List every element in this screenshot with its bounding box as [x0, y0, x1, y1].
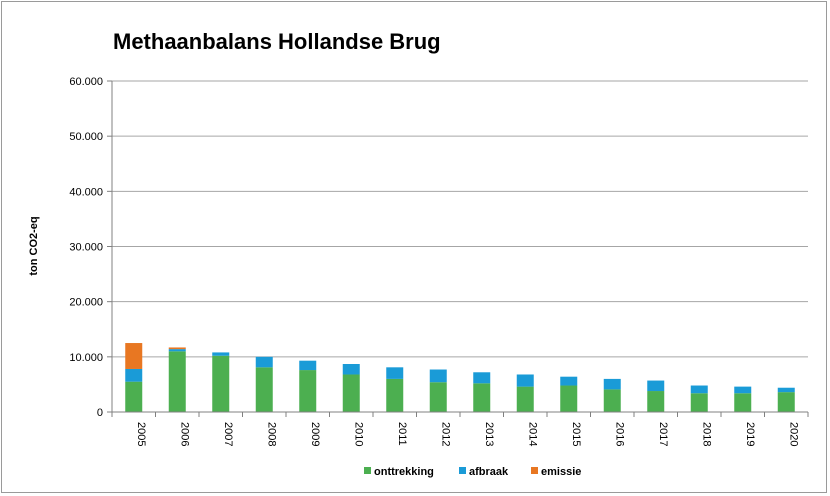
y-tick-label: 50.000 — [69, 131, 103, 143]
bar-segment-onttrekking — [516, 386, 534, 412]
bar-segment-onttrekking — [299, 370, 317, 412]
y-tick-label: 40.000 — [69, 186, 103, 198]
x-tick-label: 2015 — [570, 422, 582, 446]
x-tick-label: 2011 — [396, 422, 408, 446]
y-tick-label: 20.000 — [69, 297, 103, 309]
legend-swatch-emissie — [531, 467, 538, 474]
bar-segment-afbraak — [255, 356, 273, 368]
bar-segment-afbraak — [560, 376, 578, 386]
bar-segment-afbraak — [777, 387, 795, 393]
bar-segment-onttrekking — [690, 393, 708, 412]
x-tick-label: 2020 — [787, 422, 799, 446]
y-tick-label: 10.000 — [69, 352, 103, 364]
bar-segment-afbraak — [386, 367, 404, 379]
x-tick-label: 2013 — [483, 422, 495, 446]
bar-segment-onttrekking — [603, 389, 621, 412]
bar-segment-afbraak — [603, 378, 621, 390]
bar-segment-onttrekking — [125, 381, 143, 412]
bar-segment-afbraak — [212, 352, 230, 356]
x-tick-labels: 2005 2006 2007 2008 2009 2010 2011 2012 2013 2014… — [135, 422, 800, 446]
bar-segment-afbraak — [647, 380, 665, 392]
y-tick-label: 0 — [97, 407, 103, 419]
bar-segment-onttrekking — [255, 367, 273, 412]
bar-segment-onttrekking — [386, 378, 404, 412]
bar-segment-emissie — [168, 347, 186, 350]
axes — [111, 81, 808, 413]
x-tick-label: 2017 — [657, 422, 669, 446]
bar-segment-afbraak — [473, 372, 491, 384]
bar-segment-onttrekking — [777, 392, 795, 412]
bar-segment-onttrekking — [647, 391, 665, 412]
x-tick-label: 2009 — [309, 422, 321, 446]
bar-segment-afbraak — [516, 374, 534, 387]
x-tick-label: 2016 — [613, 422, 625, 446]
x-tick-label: 2014 — [526, 422, 538, 446]
bar-segment-onttrekking — [734, 393, 752, 412]
x-tick-label: 2010 — [352, 422, 364, 446]
legend-label-afbraak: afbraak — [469, 466, 509, 478]
y-tick-label: 60.000 — [69, 76, 103, 88]
chart-title: Methaanbalans Hollandse Brug — [113, 29, 441, 54]
bar-segment-onttrekking — [473, 383, 491, 412]
gridlines — [107, 80, 809, 417]
bars — [125, 343, 795, 412]
y-tick-labels: 0 10.000 20.000 30.000 40.000 50.000 60.000 — [69, 76, 103, 419]
bar-segment-afbraak — [299, 360, 317, 371]
bar-segment-onttrekking — [429, 382, 447, 412]
y-tick-label: 30.000 — [69, 242, 103, 254]
x-tick-label: 2019 — [744, 422, 756, 446]
y-axis-label: ton CO2-eq — [28, 216, 40, 275]
bar-segment-afbraak — [342, 364, 360, 375]
legend-swatch-onttrekking — [364, 467, 371, 474]
bar-segment-onttrekking — [212, 355, 230, 412]
x-tick-label: 2006 — [178, 422, 190, 446]
bar-segment-afbraak — [168, 349, 186, 352]
x-tick-label: 2007 — [222, 422, 234, 446]
bar-segment-onttrekking — [560, 385, 578, 412]
legend-swatch-afbraak — [459, 467, 466, 474]
x-tick-label: 2005 — [135, 422, 147, 446]
legend-label-onttrekking: onttrekking — [374, 466, 434, 478]
bar-segment-afbraak — [690, 385, 708, 394]
bar-segment-emissie — [125, 343, 143, 369]
bar-segment-afbraak — [734, 386, 752, 394]
bar-segment-onttrekking — [168, 351, 186, 412]
legend: onttrekking afbraak emissie — [364, 466, 581, 478]
x-tick-label: 2008 — [265, 422, 277, 446]
legend-label-emissie: emissie — [541, 466, 581, 478]
bar-segment-onttrekking — [342, 374, 360, 412]
bar-segment-afbraak — [429, 369, 447, 383]
bar-segment-afbraak — [125, 368, 143, 382]
x-tick-label: 2012 — [439, 422, 451, 446]
x-tick-label: 2018 — [700, 422, 712, 446]
